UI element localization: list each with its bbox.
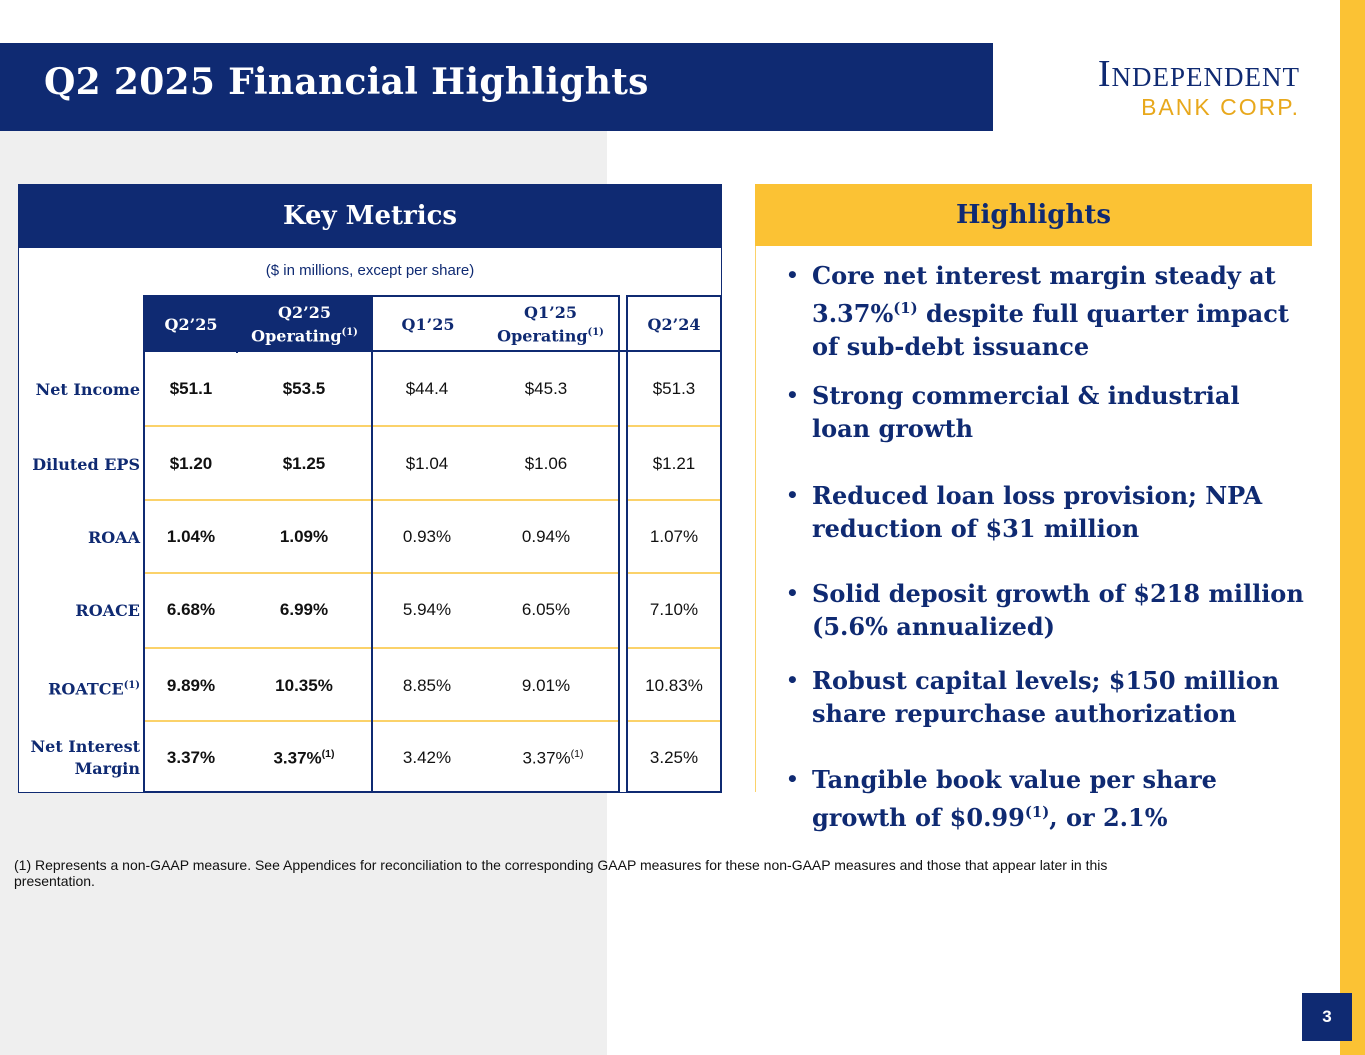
table-cell: 7.10% xyxy=(649,600,699,619)
accent-stripe xyxy=(1340,0,1365,1055)
row-separator xyxy=(628,425,720,427)
table-cell: 6.05% xyxy=(521,600,571,619)
table-cell: 3.37%(1) xyxy=(503,748,603,769)
row-label-roatce: ROATCE(1) xyxy=(48,679,140,699)
page-title: Q2 2025 Financial Highlights xyxy=(44,61,649,103)
title-bar: Q2 2025 Financial Highlights xyxy=(0,43,993,131)
table-cell: 6.99% xyxy=(279,600,329,619)
page-number: 3 xyxy=(1302,993,1352,1041)
column-header-q1-25-operating: Q1’25 Operating(1) xyxy=(483,297,618,352)
column-header-q2-25-operating: Q2’25 Operating(1) xyxy=(238,297,371,352)
highlight-bullet: • Solid deposit growth of $218 million (… xyxy=(786,579,1304,641)
row-separator xyxy=(628,647,720,649)
table-cell: 0.93% xyxy=(402,527,452,546)
footnote-marker: (1) xyxy=(321,748,335,760)
table-cell: $53.5 xyxy=(282,379,326,398)
table-cell: 3.37% xyxy=(166,748,216,767)
column-header-q1-25: Q1’25 xyxy=(373,297,483,352)
table-cell: 1.09% xyxy=(279,527,329,546)
highlight-bullet: • Reduced loan loss provision; NPA reduc… xyxy=(786,481,1263,543)
bullet-icon: • xyxy=(786,383,799,407)
company-logo: Independent BANK CORP. xyxy=(1030,54,1300,120)
row-separator xyxy=(373,720,618,722)
row-separator xyxy=(145,572,371,574)
bullet-icon: • xyxy=(786,767,799,791)
q2-prior-year-column-outline xyxy=(626,295,722,793)
table-cell: $1.06 xyxy=(524,454,568,473)
table-cell: 10.35% xyxy=(275,676,333,695)
table-cell: 1.07% xyxy=(649,527,699,546)
bullet-icon: • xyxy=(786,581,799,605)
column-header-label: Q1’25 xyxy=(401,314,455,334)
row-separator xyxy=(373,572,618,574)
row-separator xyxy=(373,647,618,649)
footnote-marker: (1) xyxy=(893,299,918,317)
table-cell: 8.85% xyxy=(402,676,452,695)
table-cell: $51.3 xyxy=(652,379,696,398)
footnote-marker: (1) xyxy=(587,326,604,338)
column-header-label: Q1’25 Operating xyxy=(497,302,588,346)
table-cell: 9.89% xyxy=(166,676,216,695)
highlight-bullet: • Tangible book value per share growth o… xyxy=(786,765,1217,832)
footnote-marker: (1) xyxy=(341,326,358,338)
column-header-label: Q2’25 xyxy=(164,314,218,334)
row-separator xyxy=(373,499,618,501)
highlight-bullet: • Core net interest margin steady at 3.3… xyxy=(786,261,1289,361)
column-header-q2-25: Q2’25 xyxy=(145,297,237,352)
key-metrics-header: Key Metrics xyxy=(18,184,722,248)
table-cell: $51.1 xyxy=(169,379,213,398)
row-label-net-income: Net Income xyxy=(35,380,140,399)
logo-line-1: Independent xyxy=(1097,53,1300,95)
row-label-net-interest-margin: Net Interest Margin xyxy=(30,737,140,778)
table-cell: 3.25% xyxy=(649,748,699,767)
table-cell: $45.3 xyxy=(524,379,568,398)
table-cell: 6.68% xyxy=(166,600,216,619)
table-cell: $44.4 xyxy=(405,379,449,398)
highlight-bullet: • Strong commercial & industrial loan gr… xyxy=(786,381,1240,443)
cell-value: 3.37% xyxy=(522,748,571,768)
column-header-label: Q2’25 Operating xyxy=(251,302,342,346)
bullet-icon: • xyxy=(786,668,799,692)
units-note: ($ in millions, except per share) xyxy=(265,262,475,279)
row-separator xyxy=(628,720,720,722)
table-cell: 0.94% xyxy=(521,527,571,546)
row-label-diluted-eps: Diluted EPS xyxy=(32,455,140,474)
highlights-border xyxy=(755,246,756,792)
column-header-label: Q2’24 xyxy=(647,314,701,334)
highlights-header: Highlights xyxy=(755,184,1312,246)
footnote: (1) Represents a non-GAAP measure. See A… xyxy=(14,857,1108,889)
row-separator xyxy=(373,425,618,427)
row-separator xyxy=(145,720,371,722)
table-cell: 3.42% xyxy=(402,748,452,767)
logo-line-2: BANK CORP. xyxy=(1141,94,1300,120)
table-cell: 3.37%(1) xyxy=(254,748,354,769)
row-label-roaa: ROAA xyxy=(87,528,140,547)
footnote-marker: (1) xyxy=(123,680,140,691)
table-cell: 10.83% xyxy=(645,676,703,695)
footnote-marker: (1) xyxy=(1024,803,1050,821)
footnote-marker: (1) xyxy=(570,748,584,760)
highlight-bullet: • Robust capital levels; $150 million sh… xyxy=(786,666,1280,728)
row-label-roace: ROACE xyxy=(75,601,140,620)
table-cell: $1.20 xyxy=(169,454,213,473)
table-cell: $1.21 xyxy=(652,454,696,473)
column-header-q2-24: Q2’24 xyxy=(628,297,720,352)
row-separator xyxy=(145,425,371,427)
bullet-icon: • xyxy=(786,483,799,507)
header-underline xyxy=(145,350,720,352)
row-separator xyxy=(145,647,371,649)
table-cell: 1.04% xyxy=(166,527,216,546)
q1-column-group-outline xyxy=(371,295,620,793)
cell-value: 3.37% xyxy=(273,748,322,768)
row-separator xyxy=(628,499,720,501)
table-cell: $1.04 xyxy=(405,454,449,473)
row-separator xyxy=(628,572,720,574)
bullet-icon: • xyxy=(786,263,799,287)
table-cell: 5.94% xyxy=(402,600,452,619)
row-separator xyxy=(145,499,371,501)
q2-column-divider xyxy=(236,295,238,353)
table-cell: $1.25 xyxy=(282,454,326,473)
table-cell: 9.01% xyxy=(521,676,571,695)
